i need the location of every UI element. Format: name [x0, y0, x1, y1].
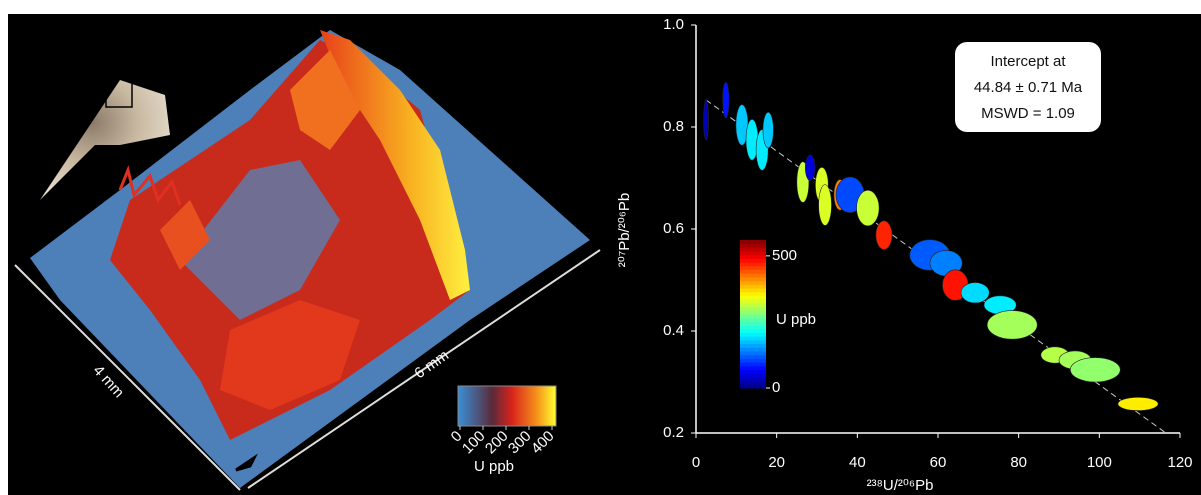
x-tick-label: 40: [849, 454, 866, 471]
colorbar-segment: [740, 362, 766, 367]
y-tick-label: 0.8: [663, 118, 684, 135]
colorbar-segment: [740, 258, 766, 263]
colorbar-segment: [740, 277, 766, 282]
error-ellipse: [703, 99, 709, 141]
colorbar-segment: [740, 302, 766, 308]
colorbar-segment: [740, 343, 766, 348]
colorbar-tick-label: 0: [772, 379, 780, 396]
colorbar-segment: [740, 321, 766, 326]
colorbar-segment: [740, 284, 766, 289]
error-ellipse: [856, 189, 880, 227]
colorbar-segment: [740, 325, 766, 330]
error-ellipse: [1117, 396, 1159, 411]
surface-image: [14, 30, 601, 491]
colorbar-label: U ppb: [776, 311, 816, 328]
colorbar-segment: [740, 339, 766, 345]
colorbar-segment: [740, 332, 766, 337]
colorbar-segment: [740, 347, 766, 352]
annotation-text: Intercept at: [990, 53, 1066, 70]
colorbar-segment: [740, 265, 766, 271]
colorbar-segment: [740, 336, 766, 341]
x-axis-label: ²³⁸U/²⁰⁶Pb: [867, 477, 934, 494]
colorbar-segment: [740, 310, 766, 315]
colorbar-segment: [740, 328, 766, 333]
colorbar-segment: [740, 365, 766, 370]
colorbar-segment: [740, 288, 766, 293]
y-tick-label: 1.0: [663, 16, 684, 33]
colorbar-segment: [740, 306, 766, 311]
colorbar-segment: [740, 314, 766, 319]
colorbar-segment: [740, 376, 766, 382]
x-tick-label: 80: [1010, 454, 1027, 471]
x-tick-label: 0: [692, 454, 700, 471]
error-ellipse: [986, 310, 1038, 340]
x-tick-label: 100: [1087, 454, 1112, 471]
error-ellipse: [722, 81, 730, 119]
colorbar-segment: [740, 295, 766, 300]
error-ellipse: [818, 184, 832, 226]
error-ellipse: [960, 282, 990, 304]
colorbar-segment: [740, 243, 766, 248]
x-tick-label: 20: [768, 454, 785, 471]
y-tick-label: 0.4: [663, 322, 684, 339]
annotation-text: 44.84 ± 0.71 Ma: [974, 79, 1083, 96]
colorbar-segment: [740, 299, 766, 304]
colorbar-segment: [740, 358, 766, 363]
colorbar-segment: [740, 351, 766, 356]
colorbar-segment: [740, 317, 766, 322]
error-ellipse: [805, 154, 816, 181]
colorbar-label: U ppb: [474, 458, 514, 475]
colorbar-segment: [740, 369, 766, 374]
annotation-box: [955, 42, 1101, 132]
colorbar-segment: [740, 254, 766, 259]
colorbar-segment: [740, 273, 766, 278]
colorbar-tick-label: 500: [772, 247, 797, 264]
colorbar-segment: [740, 240, 766, 245]
x-tick-label: 120: [1167, 454, 1192, 471]
colorbar-segment: [740, 291, 766, 296]
error-ellipse: [1069, 357, 1121, 383]
colorbar-segment: [740, 280, 766, 285]
colorbar-segment: [740, 269, 766, 274]
y-axis-label: ²⁰⁷Pb/²⁰⁶Pb: [616, 193, 633, 267]
x-tick-label: 60: [930, 454, 947, 471]
colorbar-segment: [740, 373, 766, 378]
colorbar-segment: [740, 247, 766, 252]
colorbar-segment: [740, 262, 766, 267]
colorbar-segment: [740, 380, 766, 385]
annotation-text: MSWD = 1.09: [981, 105, 1075, 122]
colorbar-segment: [740, 384, 766, 389]
colorbar-segment: [740, 251, 766, 256]
colorbar-segment: [740, 354, 766, 359]
y-tick-label: 0.2: [663, 424, 684, 441]
y-tick-label: 0.6: [663, 220, 684, 237]
error-ellipse: [762, 111, 774, 149]
error-ellipse: [875, 220, 893, 250]
